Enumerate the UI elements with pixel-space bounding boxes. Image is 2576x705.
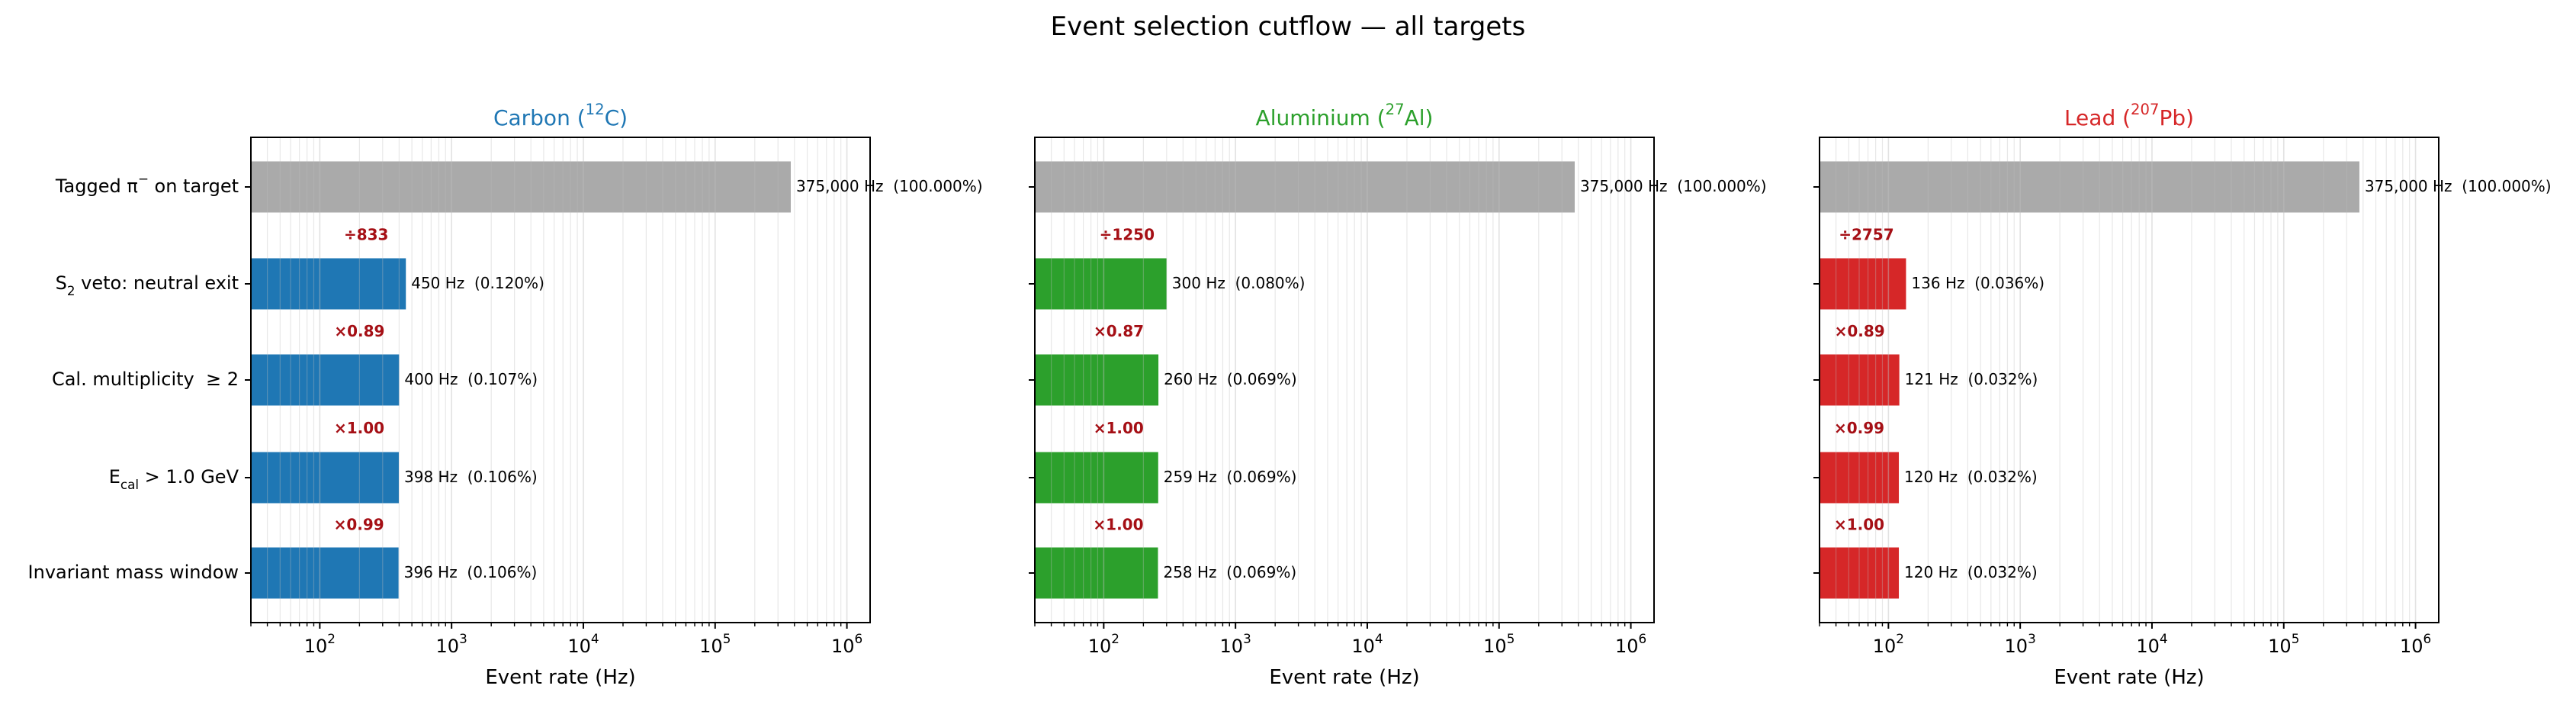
step-label: ×0.89 <box>334 322 384 340</box>
step-label: ×0.87 <box>1094 322 1144 340</box>
x-tick-label: 106 <box>2400 631 2431 657</box>
x-tick-label: 102 <box>1873 631 1904 657</box>
value-label: 120 Hz (0.032%) <box>1904 563 2038 581</box>
x-tick-label: 104 <box>1351 631 1383 657</box>
x-tick-label: 105 <box>1483 631 1514 657</box>
x-tick-label: 106 <box>831 631 862 657</box>
value-label: 450 Hz (0.120%) <box>411 274 544 292</box>
bar <box>251 354 400 406</box>
step-label: ÷833 <box>344 225 389 243</box>
x-tick-label: 104 <box>2136 631 2167 657</box>
value-label: 121 Hz (0.032%) <box>1905 370 2038 388</box>
x-axis-label: Event rate (Hz) <box>2054 666 2204 689</box>
bar <box>1820 161 2359 213</box>
value-label: 300 Hz (0.080%) <box>1172 274 1306 292</box>
value-label: 375,000 Hz (100.000%) <box>1580 177 1767 195</box>
x-tick-label: 104 <box>567 631 599 657</box>
bar <box>1820 258 1906 310</box>
value-label: 259 Hz (0.069%) <box>1164 468 1297 486</box>
step-label: ×1.00 <box>1834 515 1884 533</box>
value-label: 260 Hz (0.069%) <box>1164 370 1297 388</box>
bar <box>1820 547 1900 599</box>
value-label: 120 Hz (0.032%) <box>1904 468 2038 486</box>
bar <box>1035 452 1158 504</box>
value-label: 375,000 Hz (100.000%) <box>2365 177 2552 195</box>
x-tick-label: 102 <box>304 631 336 657</box>
y-tick-label: Cal. multiplicity ≥ 2 <box>52 369 239 390</box>
y-tick-label: Tagged π− on target <box>55 171 239 197</box>
bar <box>1035 354 1159 406</box>
x-tick-label: 103 <box>436 631 467 657</box>
x-tick-label: 102 <box>1088 631 1119 657</box>
bar <box>1035 258 1167 310</box>
value-label: 396 Hz (0.106%) <box>404 563 538 581</box>
step-label: ÷1250 <box>1100 225 1155 243</box>
step-label: ×0.99 <box>334 515 384 533</box>
subplot-title: Aluminium (27Al) <box>1256 101 1434 130</box>
subplot-title: Carbon (12C) <box>493 101 628 130</box>
value-label: 258 Hz (0.069%) <box>1163 563 1296 581</box>
x-tick-label: 105 <box>2268 631 2299 657</box>
step-label: ×1.00 <box>1094 419 1144 437</box>
y-tick-label: Invariant mass window <box>28 562 239 583</box>
value-label: 136 Hz (0.036%) <box>1911 274 2044 292</box>
x-tick-label: 103 <box>2005 631 2036 657</box>
step-label: ×1.00 <box>334 419 384 437</box>
bar <box>251 452 400 504</box>
bar <box>251 258 406 310</box>
bar <box>1035 161 1575 213</box>
x-tick-label: 105 <box>699 631 731 657</box>
y-tick-label: Ecal > 1.0 GeV <box>109 466 239 492</box>
step-label: ×1.00 <box>1093 515 1143 533</box>
figure-title: Event selection cutflow — all targets <box>1051 11 1526 42</box>
value-label: 398 Hz (0.106%) <box>404 468 538 486</box>
value-label: 400 Hz (0.107%) <box>404 370 538 388</box>
x-axis-label: Event rate (Hz) <box>1269 666 1419 689</box>
bar <box>251 161 791 213</box>
step-label: ×0.89 <box>1835 322 1885 340</box>
bar <box>1820 452 1900 504</box>
subplot-title: Lead (207Pb) <box>2064 101 2194 130</box>
bar <box>1035 547 1158 599</box>
step-label: ÷2757 <box>1839 225 1893 243</box>
x-tick-label: 106 <box>1615 631 1646 657</box>
value-label: 375,000 Hz (100.000%) <box>796 177 983 195</box>
x-axis-label: Event rate (Hz) <box>485 666 635 689</box>
step-label: ×0.99 <box>1834 419 1884 437</box>
y-tick-label: S2 veto: neutral exit <box>56 272 239 298</box>
bar <box>251 547 399 599</box>
bar <box>1820 354 1900 406</box>
x-tick-label: 103 <box>1220 631 1251 657</box>
